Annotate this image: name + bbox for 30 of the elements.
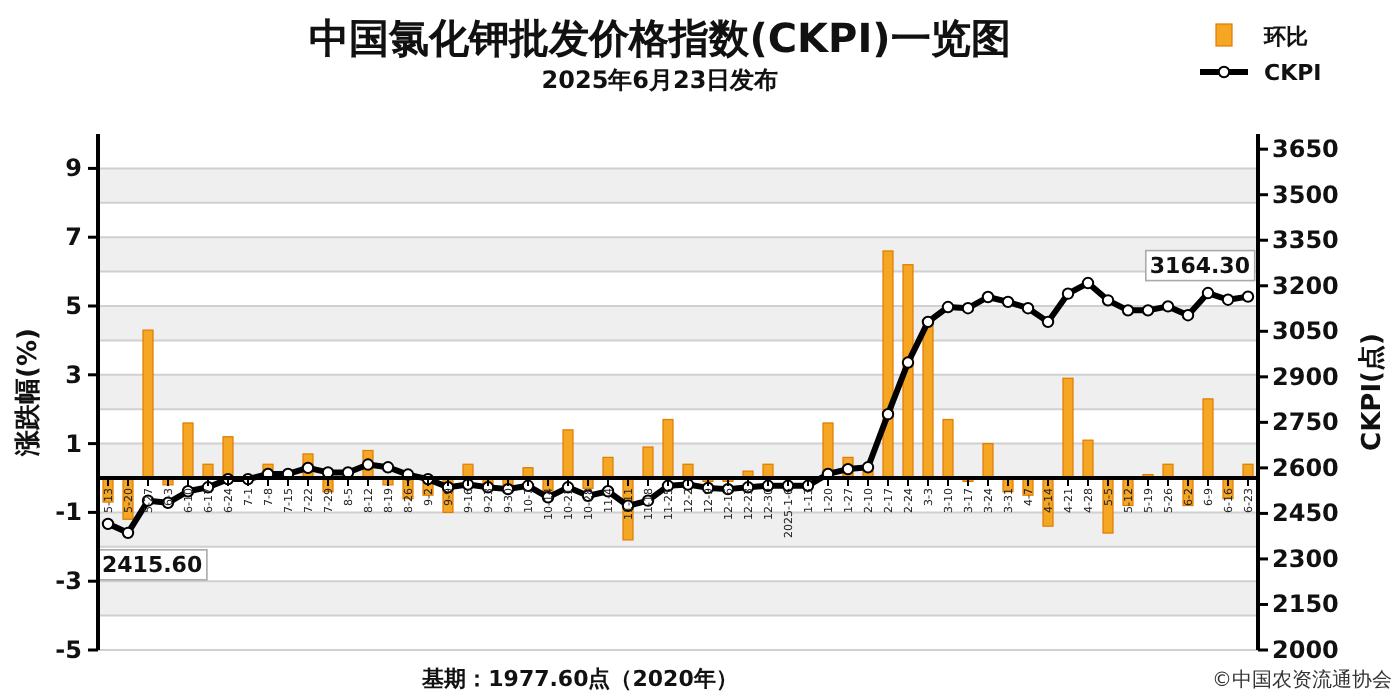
chart-subtitle: 2025年6月23日发布 xyxy=(541,66,779,94)
legend-label: 环比 xyxy=(1262,24,1308,50)
y2-tick-label: 2750 xyxy=(1272,408,1339,437)
y-tick-label: -3 xyxy=(55,567,82,596)
y-tick-label: 7 xyxy=(65,223,82,252)
y2-tick-label: 2300 xyxy=(1272,544,1339,573)
y2-tick-label: 3500 xyxy=(1272,180,1339,209)
y2-tick-label: 3650 xyxy=(1272,135,1339,164)
text: 基期：1977.60点（2020年） xyxy=(420,666,738,692)
y-tick-label: 5 xyxy=(65,292,82,320)
y2-tick-label: 2150 xyxy=(1272,590,1339,619)
y-tick-label: 1 xyxy=(65,429,82,458)
y-axis-title: 涨跌幅(%) xyxy=(14,328,44,458)
y2-tick-label: 2600 xyxy=(1272,453,1339,482)
y2-tick-label: 2900 xyxy=(1272,362,1339,391)
chart-title: 中国氯化钾批发价格指数(CKPI)一览图 xyxy=(309,14,1011,62)
y2-tick-label: 2450 xyxy=(1272,499,1339,528)
text: ©中国农资流通协会 xyxy=(1212,668,1392,692)
y2-tick-label: 2000 xyxy=(1272,636,1339,664)
y2-tick-label: 3200 xyxy=(1272,271,1339,300)
data-label: 2415.60 xyxy=(102,551,203,578)
y-tick-label: -1 xyxy=(55,498,82,527)
y-tick-label: 9 xyxy=(65,154,82,183)
y-tick-label: -5 xyxy=(55,636,82,664)
y2-axis-title: CKPI(点) xyxy=(1356,333,1388,451)
legend-label: CKPI xyxy=(1264,60,1322,86)
y-tick-label: 3 xyxy=(65,360,82,389)
data-label: 3164.30 xyxy=(1149,252,1251,279)
y2-tick-label: 3050 xyxy=(1272,317,1339,346)
y2-tick-label: 3350 xyxy=(1272,226,1339,255)
